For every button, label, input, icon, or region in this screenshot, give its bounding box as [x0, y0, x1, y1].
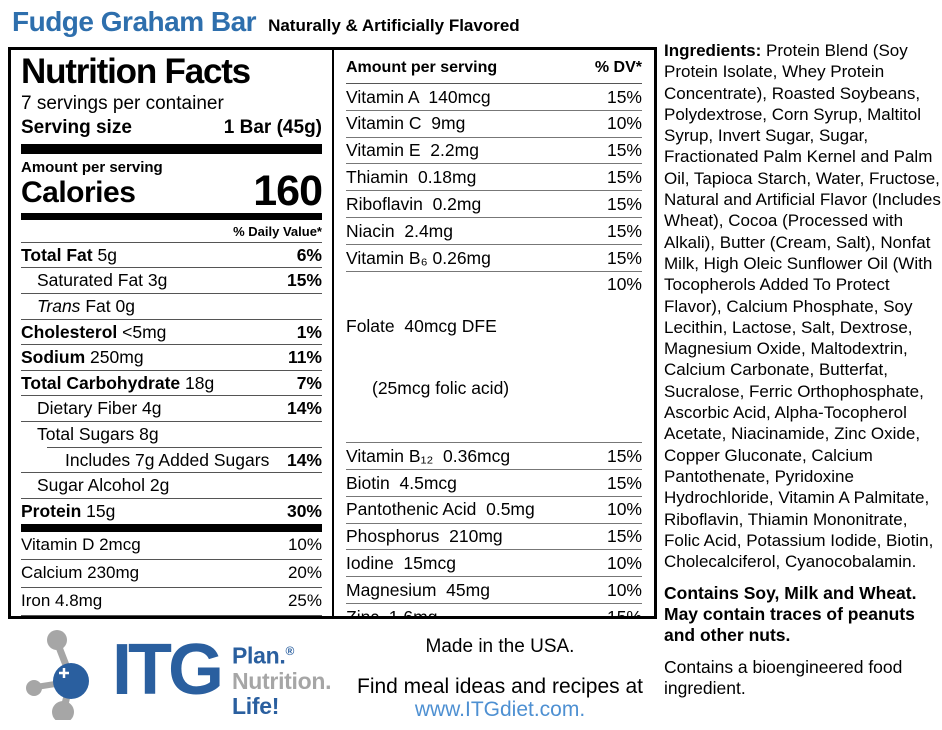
row-phosphorus: Phosphorus 210mg 15% [346, 522, 642, 550]
calories-label: Calories [21, 175, 136, 209]
row-vitamin-b6: Vitamin B₆ 0.26mg 15% [346, 243, 642, 271]
row-protein: Protein 15g 30% [21, 498, 322, 524]
row-cholesterol: Cholesterol <5mg 1% [21, 318, 322, 345]
calories-value: 160 [253, 167, 323, 216]
nutrition-facts-panel: Nutrition Facts 7 servings per container… [11, 50, 334, 616]
thick-divider [21, 144, 322, 155]
row-biotin: Biotin 4.5mcg 15% [346, 468, 642, 496]
nutrient-rows: Total Fat 5g 6% Saturated Fat 3g 15% Tra… [21, 243, 322, 524]
product-header: Fudge Graham Bar Naturally & Artificiall… [12, 6, 520, 38]
product-title: Fudge Graham Bar [12, 6, 257, 37]
row-total-fat: Total Fat 5g 6% [21, 244, 322, 265]
vitamins-panel: Amount per serving % DV* Vitamin A 140mc… [334, 50, 654, 616]
product-subtitle: Naturally & Artificially Flavored [268, 16, 520, 35]
row-potassium: Potassium 70mg 2% [21, 614, 322, 616]
itg-wordmark: ITG [112, 630, 224, 710]
row-dietary-fiber: Dietary Fiber 4g 14% [21, 395, 322, 421]
row-riboflavin: Riboflavin 0.2mg 15% [346, 190, 642, 217]
row-saturated-fat: Saturated Fat 3g 15% [21, 267, 322, 293]
website-link[interactable]: www.ITGdiet.com. [414, 698, 586, 721]
registered-mark: ® [285, 644, 295, 658]
footer-center: Made in the USA. Find meal ideas and rec… [340, 636, 660, 722]
ingredients-paragraph: Ingredients: Protein Blend (Soy Protein … [664, 40, 941, 572]
row-vitamin-c: Vitamin C 9mg 10% [346, 109, 642, 137]
amount-per-serving-label: Amount per serving [21, 159, 163, 177]
row-zinc: Zinc 1.6mg 15% [346, 603, 642, 616]
row-folate: Folate 40mcg DFE (25mcg folic acid) 10% [346, 270, 642, 442]
row-pantothenic-acid: Pantothenic Acid 0.5mg 10% [346, 495, 642, 523]
serving-size-row: Serving size 1 Bar (45g) [21, 117, 322, 144]
row-vitamin-d: Vitamin D 2mcg 10% [21, 535, 322, 555]
made-in-usa-text: Made in the USA. [425, 636, 575, 657]
logo-tagline: Plan.® Nutrition. Life! [232, 639, 332, 719]
row-magnesium: Magnesium 45mg 10% [346, 576, 642, 603]
tagline-life: Life! [232, 692, 280, 719]
allergen-statement: Contains Soy, Milk and Wheat. May contai… [664, 583, 917, 646]
ingredients-label: Ingredients: [664, 41, 762, 60]
row-niacin: Niacin 2.4mg 15% [346, 217, 642, 244]
ingredients-text: Protein Blend (Soy Protein Isolate, Whey… [664, 41, 941, 572]
nutrition-facts-title: Nutrition Facts [21, 52, 251, 91]
servings-per-container: 7 servings per container [21, 93, 224, 115]
indented-divider [47, 446, 322, 448]
serving-size-label: Serving size [21, 117, 132, 139]
row-sodium: Sodium 250mg 11% [21, 344, 322, 370]
row-vitamin-e: Vitamin E 2.2mg 15% [346, 136, 642, 164]
row-trans-fat: Trans Fat 0g [21, 292, 322, 319]
serving-size-value: 1 Bar (45g) [223, 117, 322, 139]
thick-divider [21, 523, 322, 532]
vitamins-rows: Vitamin A 140mcg 15% Vitamin C 9mg 10% V… [346, 84, 642, 616]
nutrition-label-box: Nutrition Facts 7 servings per container… [8, 47, 657, 619]
row-calcium: Calcium 230mg 20% [21, 558, 322, 587]
ingredients-column: Ingredients: Protein Blend (Soy Protein … [664, 40, 941, 699]
row-added-sugars: Includes 7g Added Sugars 14% [65, 449, 322, 470]
daily-value-header: % Daily Value* [21, 220, 322, 243]
tagline-nutrition: Nutrition. [232, 667, 332, 694]
row-total-sugars: Total Sugars 8g [21, 421, 322, 447]
row-total-carbohydrate: Total Carbohydrate 18g 7% [21, 369, 322, 396]
molecule-icon [26, 630, 89, 720]
row-vitamin-b12: Vitamin B₁₂ 0.36mcg 15% [346, 442, 642, 469]
row-sugar-alcohol: Sugar Alcohol 2g [21, 472, 322, 498]
vitamins-header: Amount per serving % DV* [346, 56, 642, 84]
thick-divider [21, 212, 322, 220]
bioengineered-statement: Contains a bioengineered food ingredient… [664, 657, 903, 699]
row-iodine: Iodine 15mcg 10% [346, 549, 642, 576]
row-vitamin-a: Vitamin A 140mcg 15% [346, 86, 642, 107]
find-recipes-text: Find meal ideas and recipes at [357, 675, 643, 698]
micronutrient-rows: Vitamin D 2mcg 10% Calcium 230mg 20% Iro… [21, 532, 322, 616]
row-thiamin: Thiamin 0.18mg 15% [346, 163, 642, 190]
calories-row: Calories 160 [21, 167, 323, 216]
row-iron: Iron 4.8mg 25% [21, 586, 322, 615]
itg-logo: ITG Plan.® Nutrition. Life! [24, 626, 332, 720]
tagline-plan: Plan. [232, 642, 286, 669]
